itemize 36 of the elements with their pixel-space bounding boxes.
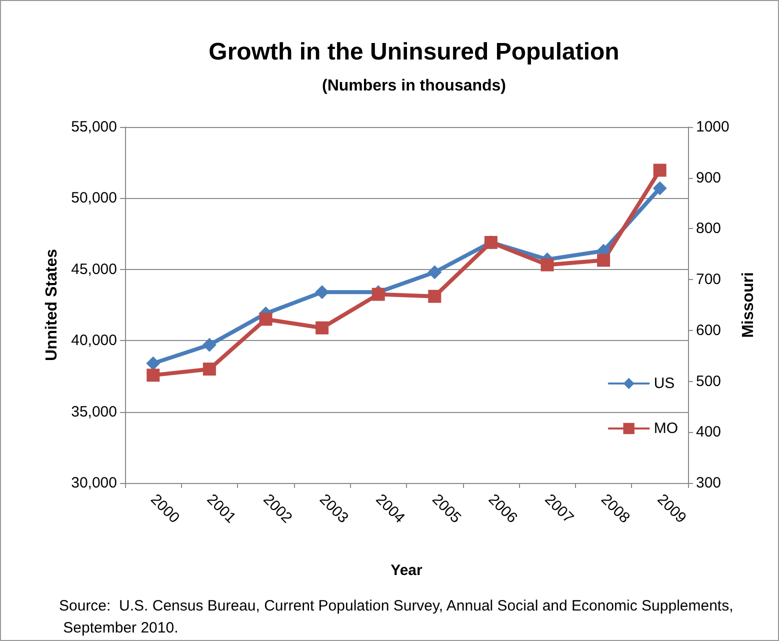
legend-label: US (654, 375, 675, 392)
point (597, 254, 610, 267)
point (540, 258, 554, 272)
point (372, 288, 385, 301)
chart-subtitle: (Numbers in thousands) (322, 78, 506, 94)
x-axis-title: Year (390, 562, 423, 579)
y2-tick-label: 400 (696, 424, 722, 441)
y-tick-label: 35,000 (71, 403, 117, 420)
source-note: Source: U.S. Census Bureau, Current Population Survey, Annual Social and Economic Supplements, September 2010. (59, 598, 734, 636)
point (428, 290, 442, 303)
y2-tick-label: 1000 (696, 118, 730, 136)
point (202, 362, 216, 376)
y-tick-label: 40,000 (71, 332, 117, 350)
chart-title: Growth in the Uninsured Population (208, 38, 620, 66)
point (316, 321, 329, 334)
y-tick-label: 55,000 (71, 118, 117, 136)
y2-tick-label: 800 (696, 220, 722, 238)
y2-tick-label: 600 (696, 322, 722, 339)
y-tick-label: 50,000 (71, 190, 117, 207)
y-tick-label: 30,000 (71, 474, 117, 492)
legend-label: MO (654, 420, 678, 437)
point (653, 164, 666, 177)
point (428, 265, 442, 280)
point (146, 368, 160, 382)
y2-tick-label: 900 (696, 169, 722, 186)
point (652, 181, 667, 196)
point (202, 338, 216, 352)
y2-tick-label: 300 (696, 474, 722, 492)
y2-tick-label: 700 (696, 271, 722, 288)
point (315, 285, 330, 300)
point (259, 312, 272, 326)
y-tick-label: 45,000 (71, 260, 117, 278)
y2-axis-title: Missouri (740, 272, 757, 338)
point (146, 356, 160, 370)
y2-tick-label: 500 (696, 372, 722, 390)
y-axis-title: Unnited States (44, 248, 61, 362)
